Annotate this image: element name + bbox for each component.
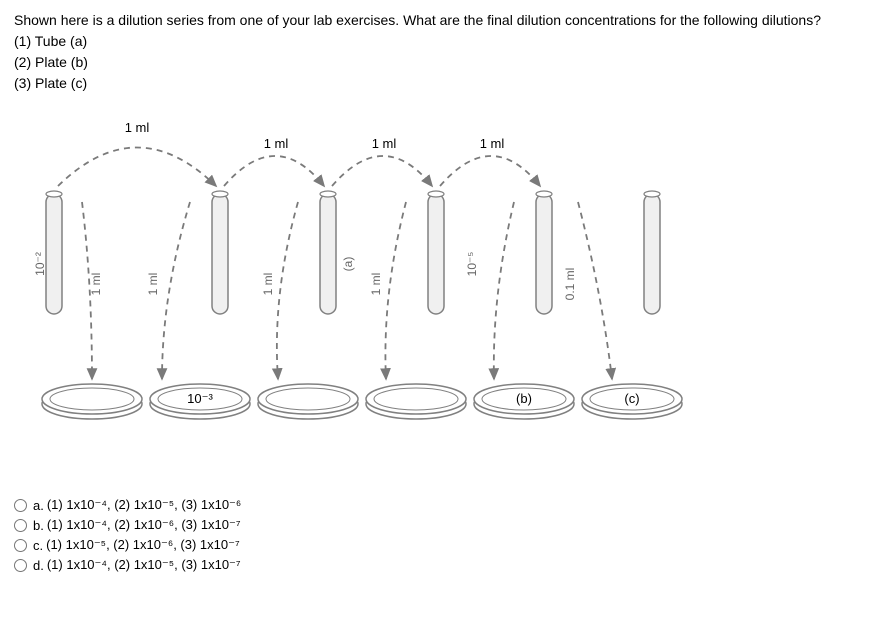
option-a-radio[interactable] — [14, 499, 27, 512]
question-stem: Shown here is a dilution series from one… — [14, 10, 864, 31]
top-label-3: 1 ml — [372, 136, 397, 151]
option-d-letter: d. — [33, 558, 44, 573]
option-a-text: (1) 1x10⁻⁴, (2) 1x10⁻⁵, (3) 1x10⁻⁶ — [47, 497, 241, 513]
plate-6: (c) — [582, 384, 682, 419]
tube-1: 10⁻² — [33, 191, 62, 314]
option-b: b. (1) 1x10⁻⁴, (2) 1x10⁻⁶, (3) 1x10⁻⁷ — [14, 517, 864, 533]
plate-6-label: (c) — [624, 391, 639, 406]
question-block: Shown here is a dilution series from one… — [14, 10, 864, 94]
top-label-1: 1 ml — [125, 120, 150, 135]
down-arrow-2 — [162, 202, 190, 379]
plate-5: (b) — [474, 384, 574, 419]
top-label-4: 1 ml — [480, 136, 505, 151]
option-d: d. (1) 1x10⁻⁴, (2) 1x10⁻⁵, (3) 1x10⁻⁷ — [14, 557, 864, 573]
option-a: a. (1) 1x10⁻⁴, (2) 1x10⁻⁵, (3) 1x10⁻⁶ — [14, 497, 864, 513]
down-arrow-5 — [494, 202, 514, 379]
option-b-text: (1) 1x10⁻⁴, (2) 1x10⁻⁶, (3) 1x10⁻⁷ — [47, 517, 241, 533]
transfer-arc-1 — [58, 148, 216, 187]
option-a-letter: a. — [33, 498, 44, 513]
down-label-2: 1 ml — [146, 273, 160, 296]
option-d-text: (1) 1x10⁻⁴, (2) 1x10⁻⁵, (3) 1x10⁻⁷ — [47, 557, 241, 573]
down-arrow-6 — [578, 202, 612, 379]
plate-2-label: 10⁻³ — [187, 391, 213, 406]
transfer-arc-2 — [224, 156, 324, 186]
transfer-arc-3 — [332, 156, 432, 186]
option-c-letter: c. — [33, 538, 43, 553]
down-label-3: 1 ml — [261, 273, 275, 296]
down-arrow-3 — [277, 202, 298, 379]
answer-options: a. (1) 1x10⁻⁴, (2) 1x10⁻⁵, (3) 1x10⁻⁶ b.… — [14, 497, 864, 573]
tube-4-label: (a) — [341, 257, 355, 272]
transfer-arc-4 — [440, 156, 540, 186]
question-part-3: (3) Plate (c) — [14, 73, 864, 94]
option-b-radio[interactable] — [14, 519, 27, 532]
down-label-1: 1 ml — [89, 273, 103, 296]
dilution-diagram: 10⁻² 1 ml 1 ml 10⁻³ 1 ml 1 ml 1 ml — [22, 114, 702, 454]
option-d-radio[interactable] — [14, 559, 27, 572]
option-b-letter: b. — [33, 518, 44, 533]
option-c: c. (1) 1x10⁻⁵, (2) 1x10⁻⁶, (3) 1x10⁻⁷ — [14, 537, 864, 553]
tube-5: 10⁻⁵ — [465, 191, 552, 314]
plate-2: 10⁻³ — [150, 384, 250, 419]
question-part-2: (2) Plate (b) — [14, 52, 864, 73]
option-c-radio[interactable] — [14, 539, 27, 552]
plate-1 — [42, 384, 142, 419]
question-part-1: (1) Tube (a) — [14, 31, 864, 52]
tube-6 — [644, 191, 660, 314]
top-label-2: 1 ml — [264, 136, 289, 151]
down-arrow-4 — [385, 202, 406, 379]
tube-4: (a) — [341, 191, 444, 314]
down-label-6: 0.1 ml — [563, 268, 577, 301]
plate-4 — [366, 384, 466, 419]
tube-1-label: 10⁻² — [33, 252, 47, 276]
down-label-4: 1 ml — [369, 273, 383, 296]
tube-2 — [212, 191, 228, 314]
tube-3 — [320, 191, 336, 314]
tube-5-label: 10⁻⁵ — [465, 252, 479, 277]
plate-3 — [258, 384, 358, 419]
option-c-text: (1) 1x10⁻⁵, (2) 1x10⁻⁶, (3) 1x10⁻⁷ — [46, 537, 240, 553]
plate-5-label: (b) — [516, 391, 532, 406]
